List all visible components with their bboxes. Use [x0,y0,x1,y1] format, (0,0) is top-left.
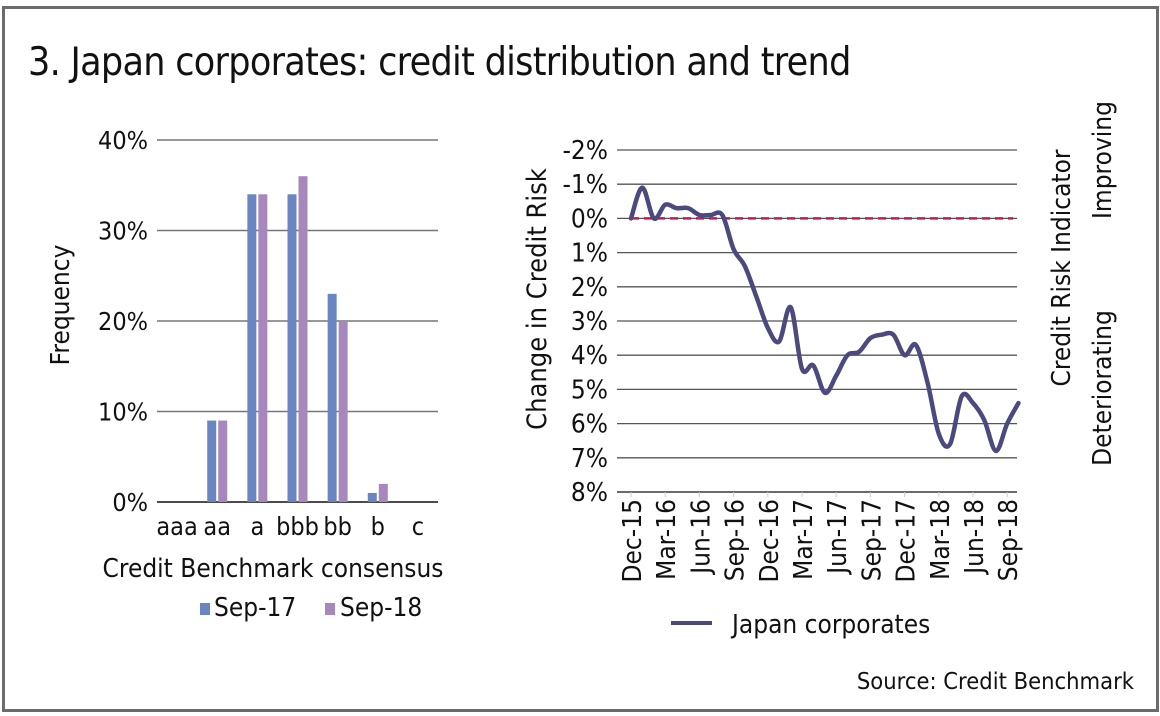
bar-a-sep-18 [258,194,268,503]
bar-b-sep-18 [378,483,388,502]
line-chart-x-ticks: Dec-15 Mar-16 Jun-16 Sep-16 Dec-16 Mar-17 Jun-… [617,492,1024,582]
line-chart-gridlines [617,149,1017,493]
bar-chart-gridlines [157,139,438,503]
bar-y-tick-label: 0% [112,488,148,517]
bar-x-tick-label: bb [323,512,352,541]
line-chart-y-axis-label: Change in Credit Risk [522,168,554,430]
figure-frame [2,6,1159,712]
line-y-tick-label: 7% [571,443,608,473]
bar-bbb-sep-17 [287,194,297,503]
line-y-tick-label: 2% [571,272,608,302]
line-y-tick-label: 4% [571,340,608,370]
line-y-tick-label: 0% [571,203,608,233]
bar-y-tick-label: 40% [98,126,148,155]
legend-label-sep17: Sep-17 [214,592,296,622]
figure-title: 3. Japan corporates: credit distribution… [28,40,851,85]
bar-aa-sep-18 [218,420,228,502]
line-y-tick-label: -1% [562,169,608,199]
series-line-japan-corporates [628,185,1021,454]
line-x-tick-label: Dec-17 [890,499,920,582]
bar-x-tick-label: bbb [276,512,319,541]
bar-b-sep-17 [367,492,377,502]
bar-chart-y-axis-label: Frequency [45,245,75,366]
line-x-tick-label: Jun-17 [822,499,852,576]
deteriorating-label: Deteriorating [1087,310,1117,466]
line-x-tick-label: Dec-15 [617,499,647,582]
bar-bbb-sep-18 [298,176,308,502]
line-x-tick-label: Jun-16 [685,499,715,576]
line-y-tick-label: 6% [571,408,608,438]
line-x-tick-label: Sep-17 [856,499,886,581]
line-x-tick-label: Mar-18 [925,499,955,580]
line-y-tick-label: 1% [571,237,608,267]
improving-label: Improving [1087,101,1117,219]
bar-chart-y-ticks: 0% 10% 20% 30% 40% [98,126,148,517]
line-x-tick-label: Sep-18 [993,499,1023,581]
line-chart-y-ticks: -2% -1% 0% 1% 2% 3% 4% 5% 6% 7% 8% [562,135,608,507]
source-note: Source: Credit Benchmark [857,668,1134,695]
line-chart-legend: Japan corporates [671,609,930,639]
bar-y-tick-label: 20% [98,307,148,336]
bar-a-sep-17 [247,194,257,503]
line-x-tick-label: Mar-16 [651,499,681,580]
bar-x-tick-label: c [412,512,424,541]
line-x-tick-label: Mar-17 [788,499,818,580]
bar-chart-bars [207,176,388,503]
bar-y-tick-label: 30% [98,216,148,245]
bar-bb-sep-17 [327,293,337,502]
bar-x-tick-label: aa [203,512,231,541]
legend-label-sep18: Sep-18 [340,592,422,622]
bar-y-tick-label: 10% [98,397,148,426]
bar-bb-sep-18 [338,321,348,502]
bar-x-tick-label: b [371,512,385,541]
right-axis-label: Credit Risk Indicator [1046,149,1076,387]
legend-label-japan-corporates: Japan corporates [730,609,930,639]
line-x-tick-label: Dec-16 [754,499,784,582]
bar-chart-x-axis-label: Credit Benchmark consensus [103,553,444,583]
line-y-tick-label: 5% [571,374,608,404]
bar-x-tick-label: a [250,512,264,541]
bar-chart-x-ticks: aaa aa a bbb bb b c [156,512,424,541]
legend-swatch-sep17 [200,603,210,615]
line-x-tick-label: Jun-18 [959,499,989,576]
line-x-tick-label: Sep-16 [719,499,749,581]
bar-aa-sep-17 [207,420,217,502]
line-y-tick-label: -2% [562,135,608,165]
line-y-tick-label: 3% [571,306,608,336]
line-y-tick-label: 8% [571,477,608,507]
legend-swatch-sep18 [325,603,335,615]
bar-chart-legend: Sep-17 Sep-18 [200,592,422,622]
bar-x-tick-label: aaa [156,512,197,541]
